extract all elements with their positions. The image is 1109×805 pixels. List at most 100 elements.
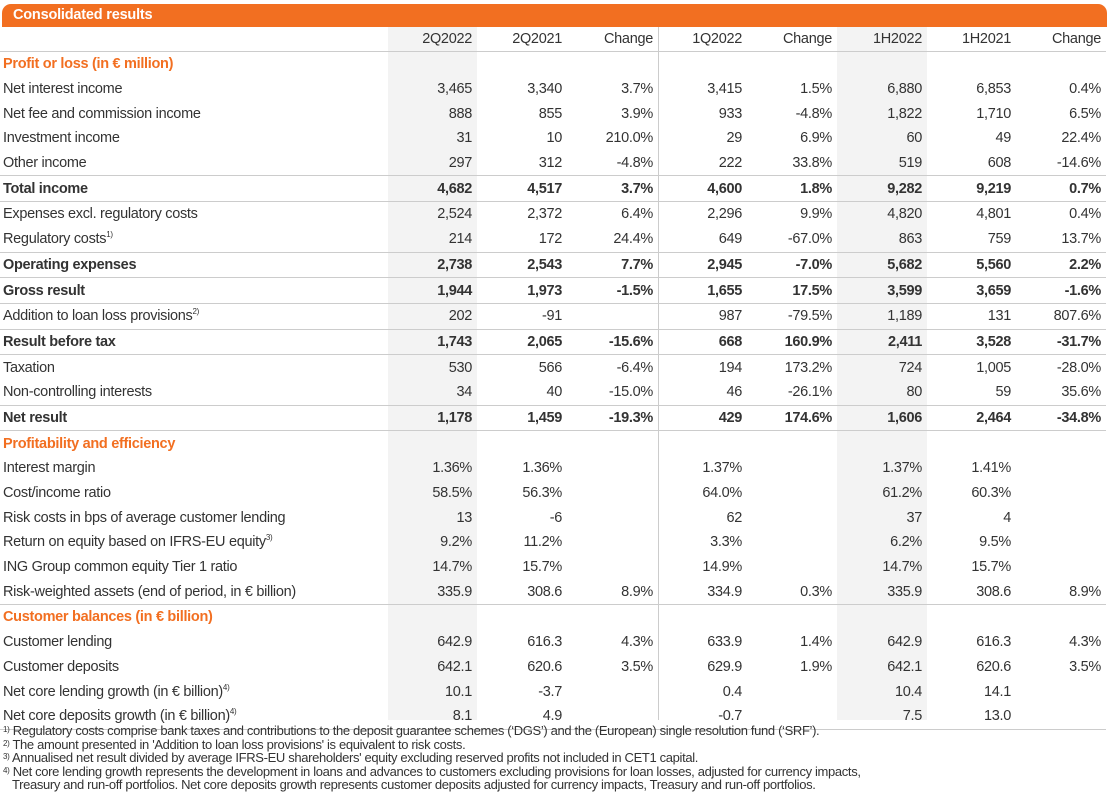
table-row: Net interest income 3,465 3,340 3.7% 3,415 1.… <box>0 77 1106 102</box>
row-label-cell: Risk costs in bps of average customer le… <box>0 505 388 530</box>
value-cell: 429 <box>658 405 747 432</box>
value-cell: 987 <box>658 303 747 330</box>
value-cell: 9,219 <box>927 175 1016 203</box>
section-title: Customer balances (in € billion) <box>3 609 213 626</box>
value-cell: 10 <box>546 130 562 147</box>
table-row: Gross result 1,944 1,973 -1.5% 1,655 17.5% 3,5… <box>0 277 1106 304</box>
value-cell: 608 <box>987 155 1012 172</box>
value-cell: 4.9 <box>477 703 567 730</box>
value-cell: 2,945 <box>658 252 747 279</box>
empty-cell <box>388 52 477 77</box>
value-cell: 2,411 <box>837 329 927 356</box>
empty-cell <box>837 431 927 456</box>
value-cell: 642.1 <box>437 658 472 675</box>
value-cell: 14.7% <box>882 559 922 576</box>
footnote-marker: 4) <box>222 682 230 692</box>
value-cell <box>747 555 837 580</box>
header-label-cell <box>0 27 388 52</box>
value-cell <box>747 481 837 506</box>
column-header: Change <box>1016 27 1106 52</box>
footnote-text: The amount presented in 'Addition to loa… <box>12 736 466 752</box>
row-label: Investment income <box>3 130 120 147</box>
value-cell: 530 <box>448 359 473 376</box>
value-cell: 10.4 <box>894 683 922 700</box>
value-cell <box>747 679 837 704</box>
table-row: Net core deposits growth (in € billion) 4… <box>0 703 1106 730</box>
value-cell: 34 <box>388 379 477 406</box>
value-cell: 194 <box>718 359 743 376</box>
empty-cell <box>837 52 927 77</box>
value-cell: 1.41% <box>971 460 1011 477</box>
value-cell: 1,655 <box>658 277 747 304</box>
row-label: Return on equity based on IFRS-EU equity <box>3 534 266 551</box>
value-cell: 335.9 <box>388 579 477 606</box>
row-label: Customer deposits <box>3 658 119 675</box>
value-cell: -4.8% <box>795 105 833 122</box>
footnote-mark: 2) <box>3 738 10 748</box>
value-cell: 9.5% <box>979 534 1011 551</box>
empty-cell <box>388 605 477 630</box>
value-cell: 62 <box>726 509 742 526</box>
value-cell: 8.9% <box>1016 579 1106 606</box>
value-cell: -67.0% <box>747 226 837 253</box>
value-cell <box>567 555 658 580</box>
value-cell: 4 <box>1003 509 1011 526</box>
value-cell: -6.4% <box>616 359 654 376</box>
value-cell: 2,543 <box>477 252 567 279</box>
row-label-cell: Total income <box>0 175 388 203</box>
value-cell <box>747 703 837 730</box>
value-cell: 724 <box>898 359 923 376</box>
footnote-marker: 2) <box>192 307 200 317</box>
row-label: Customer lending <box>3 634 112 651</box>
row-label: Total income <box>3 180 88 197</box>
table-title-bar: Consolidated results <box>2 4 1107 27</box>
value-cell: 4,517 <box>477 175 567 203</box>
value-cell: 2,464 <box>927 405 1016 432</box>
row-label: Net core deposits growth (in € billion) <box>3 708 230 725</box>
empty-cell <box>567 52 658 77</box>
row-label-cell: Net interest income <box>0 77 388 102</box>
value-cell: 3,340 <box>527 81 562 98</box>
value-cell: -7.0% <box>747 252 837 279</box>
value-cell: 9,282 <box>837 175 927 203</box>
value-cell: 642.9 <box>437 634 472 651</box>
value-cell: 3,528 <box>927 329 1016 356</box>
row-label: ING Group common equity Tier 1 ratio <box>3 559 238 576</box>
row-label: Taxation <box>3 359 55 376</box>
footnote-continuation: Treasury and run-off portfolios. Net cor… <box>12 777 816 792</box>
value-cell: 8.9% <box>567 579 658 606</box>
table-row: Investment income 31 10 210.0% 29 6.9% 60 49 22.… <box>0 126 1106 151</box>
row-label-cell: Regulatory costs1) <box>0 226 388 253</box>
column-header: 1H2022 <box>837 27 927 52</box>
row-label-cell: Risk-weighted assets (end of period, in … <box>0 579 388 606</box>
value-cell: 3,465 <box>437 81 472 98</box>
empty-cell <box>658 431 747 456</box>
value-cell: 1.8% <box>747 175 837 203</box>
footnote-text: Annualised net result divided by average… <box>11 750 699 765</box>
row-label-cell: Taxation <box>0 355 388 380</box>
row-label: Risk costs in bps of average customer le… <box>3 509 286 526</box>
table-row: Net result 1,178 1,459 -19.3% 429 174.6% 1,606… <box>0 405 1106 432</box>
value-cell <box>1016 530 1106 555</box>
value-cell: -1.6% <box>1016 277 1106 304</box>
value-cell: 1.5% <box>800 81 832 98</box>
row-label: Interest margin <box>3 460 96 477</box>
value-cell: 668 <box>658 329 747 356</box>
table-row: Total income 4,682 4,517 3.7% 4,600 1.8% 9,282… <box>0 175 1106 203</box>
value-cell: 5,560 <box>927 252 1016 279</box>
value-cell: 1.36% <box>522 460 562 477</box>
empty-cell <box>747 52 837 77</box>
empty-cell <box>477 605 567 630</box>
empty-cell <box>927 52 1016 77</box>
value-cell: 3.7% <box>567 175 658 203</box>
empty-cell <box>1016 52 1106 77</box>
value-cell: 1,189 <box>837 303 927 330</box>
value-cell: 5,682 <box>837 252 927 279</box>
empty-cell <box>658 605 747 630</box>
value-cell: 616.3 <box>527 634 562 651</box>
row-label: Risk-weighted assets (end of period, in … <box>3 583 296 600</box>
table-row: Risk-weighted assets (end of period, in … <box>0 579 1106 606</box>
value-cell: 1.4% <box>800 634 832 651</box>
value-cell: 1.36% <box>432 460 472 477</box>
value-cell <box>1016 679 1106 704</box>
